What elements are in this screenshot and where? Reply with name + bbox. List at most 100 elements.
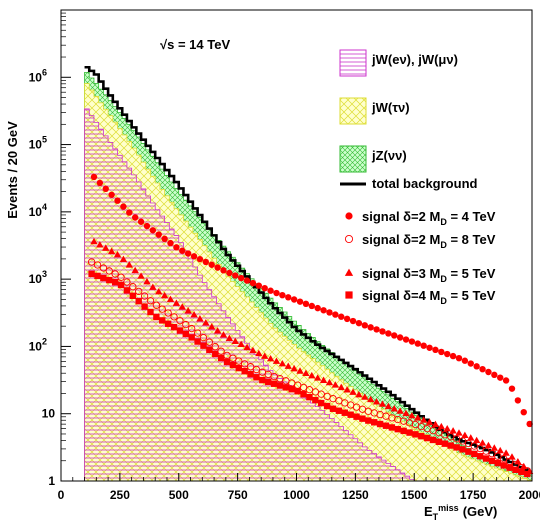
data-point <box>361 393 369 400</box>
legend: jW(eν), jW(μν) jW(τν) jZ(νν) total backgrou… <box>339 49 496 306</box>
data-point <box>232 272 239 279</box>
data-point <box>502 449 510 456</box>
data-point <box>449 427 457 434</box>
data-point <box>125 261 133 268</box>
x-tick-label: 1500 <box>401 488 428 502</box>
data-point <box>196 315 204 322</box>
data-point <box>455 429 463 436</box>
data-point <box>326 309 333 316</box>
data-point <box>438 348 445 356</box>
data-point <box>226 269 233 277</box>
data-point <box>273 289 280 297</box>
data-point <box>88 270 95 278</box>
data-point <box>359 415 366 422</box>
data-point <box>296 367 304 374</box>
data-point <box>279 291 286 299</box>
data-point <box>478 439 487 446</box>
data-point <box>131 214 139 221</box>
data-point <box>149 227 157 234</box>
data-point <box>155 288 163 295</box>
data-point <box>131 266 139 274</box>
data-point <box>302 369 310 377</box>
data-point <box>337 383 345 391</box>
y-axis-label: Events / 20 GeV <box>5 121 20 219</box>
data-point <box>473 363 480 370</box>
data-point <box>414 340 421 347</box>
data-point <box>96 241 104 248</box>
data-point <box>202 258 210 266</box>
data-point <box>378 400 387 407</box>
data-point <box>176 317 184 325</box>
legend-item: jZ(νν) <box>339 145 407 173</box>
data-point <box>502 377 510 384</box>
data-point <box>237 274 245 282</box>
data-point <box>402 409 410 417</box>
data-point <box>390 405 398 412</box>
data-point <box>343 315 351 323</box>
signal-series-4 <box>90 173 533 428</box>
data-point <box>408 412 416 419</box>
data-point <box>472 436 481 444</box>
data-point <box>152 301 161 309</box>
plot-area <box>84 65 534 482</box>
data-point <box>206 346 213 354</box>
total-background-line <box>84 65 532 474</box>
legend-item: total background <box>340 176 478 191</box>
data-point <box>137 218 145 225</box>
data-point <box>102 185 109 193</box>
data-point <box>261 284 268 292</box>
data-point <box>465 448 472 455</box>
data-point <box>385 330 392 337</box>
data-point <box>229 361 237 369</box>
y-tick-label: 102 <box>29 336 47 353</box>
data-point <box>155 231 162 238</box>
data-point <box>255 349 263 357</box>
data-point <box>353 413 360 420</box>
data-point <box>485 368 492 376</box>
data-point <box>106 276 113 284</box>
data-point <box>93 261 102 269</box>
data-point <box>199 333 208 342</box>
data-point <box>278 359 287 367</box>
data-point <box>382 422 390 429</box>
legend-label: jW(eν), jW(μν) <box>371 52 458 67</box>
data-point <box>170 313 178 321</box>
data-point <box>94 272 101 280</box>
data-point <box>182 320 190 329</box>
data-point <box>355 390 363 398</box>
data-point <box>146 297 155 305</box>
y-tick-label: 10 <box>42 407 56 421</box>
data-point <box>276 382 284 389</box>
data-point <box>514 397 522 404</box>
data-point <box>188 334 195 341</box>
data-point <box>288 386 295 393</box>
data-point <box>424 434 431 442</box>
data-point <box>158 305 166 313</box>
data-point <box>384 402 393 410</box>
data-point <box>496 446 504 454</box>
data-point <box>526 420 533 428</box>
data-point <box>482 455 490 462</box>
data-point <box>231 337 239 345</box>
data-point <box>140 292 149 300</box>
data-point <box>178 303 186 310</box>
data-point <box>400 427 407 435</box>
data-point <box>188 324 196 333</box>
data-point <box>265 378 272 386</box>
data-point <box>414 414 422 421</box>
data-point <box>476 453 484 460</box>
data-point <box>123 287 131 294</box>
data-point <box>294 388 301 395</box>
data-point <box>331 381 340 388</box>
data-point <box>96 179 104 187</box>
data-point <box>108 191 115 198</box>
data-point <box>408 338 416 345</box>
data-point <box>253 374 260 381</box>
y-tick-label: 1 <box>48 474 55 488</box>
data-point <box>267 287 274 294</box>
data-point <box>429 436 437 444</box>
data-point <box>479 365 486 373</box>
data-point <box>449 352 457 360</box>
data-point <box>484 441 493 449</box>
